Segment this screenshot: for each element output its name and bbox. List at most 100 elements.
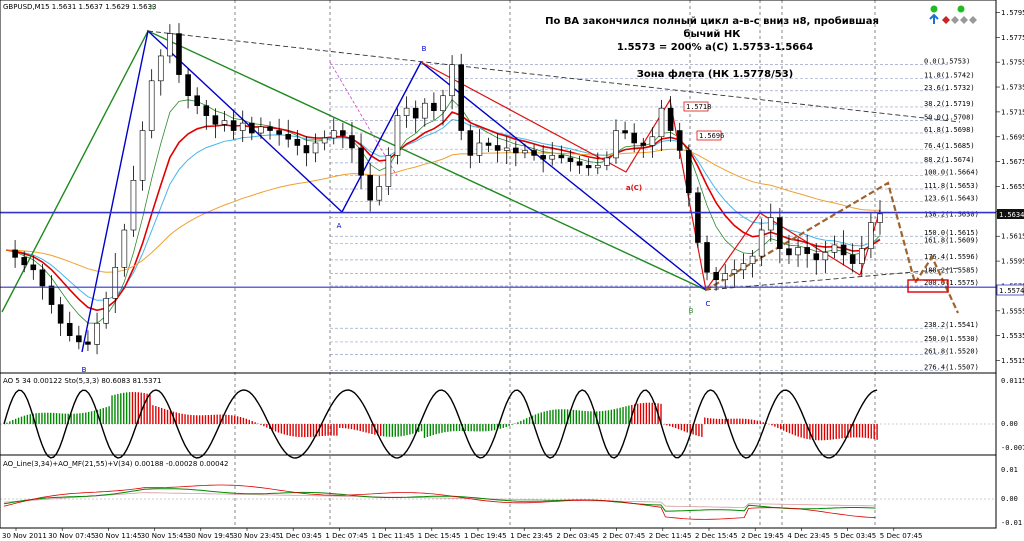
candle-body bbox=[376, 186, 383, 201]
fib-label: 276.4(1.5507) bbox=[924, 364, 979, 372]
time-axis-label: 4 Dec 23:45 bbox=[787, 532, 830, 540]
candle-body bbox=[758, 229, 765, 257]
candle-body bbox=[667, 107, 674, 131]
wave-label: a(C) bbox=[626, 184, 642, 192]
annotation-line-1: По BA закончился полный цикл а-в-с вниз … bbox=[545, 15, 879, 27]
annotation-line-3: 1.5573 = 200% a(C) 1.5753-1.5664 bbox=[617, 42, 813, 53]
wave-label: B bbox=[689, 307, 694, 315]
time-axis-label: 2 Dec 11:45 bbox=[649, 532, 692, 540]
candle-body bbox=[39, 269, 46, 287]
time-axis-label: 1 Dec 19:45 bbox=[464, 532, 507, 540]
fib-label: 138.2(1.5630) bbox=[924, 211, 979, 219]
candle-body bbox=[467, 130, 474, 156]
candle-body bbox=[212, 115, 219, 125]
candle-body bbox=[558, 155, 565, 159]
wave-label: A bbox=[337, 222, 342, 230]
fib-label: 161.8(1.5609) bbox=[924, 237, 979, 245]
time-axis-label: 30 Nov 19:45 bbox=[187, 532, 234, 540]
candle-body bbox=[167, 33, 173, 57]
level-highlight-box bbox=[907, 279, 949, 293]
ma-orange-line bbox=[5, 148, 881, 273]
candle-body bbox=[385, 155, 392, 187]
candle-body bbox=[367, 175, 373, 201]
candle-body bbox=[285, 133, 292, 140]
annotation-line-2: бычий НК bbox=[684, 28, 742, 40]
price-axis-label: 1.5755 bbox=[1001, 59, 1024, 67]
fib-label: 261.8(1.5520) bbox=[924, 347, 979, 355]
price-axis-label: 1.5715 bbox=[1001, 108, 1024, 116]
candle-body bbox=[249, 122, 255, 134]
candle-body bbox=[513, 147, 519, 154]
ao-line-axis-label: -0.01 bbox=[1001, 519, 1022, 527]
candle-body bbox=[640, 142, 647, 146]
candle-body bbox=[540, 155, 546, 160]
candle-body bbox=[822, 252, 829, 261]
candle-body bbox=[576, 161, 583, 166]
time-axis-label: 1 Dec 15:45 bbox=[418, 532, 461, 540]
fib-label: 0.0(1.5753) bbox=[924, 58, 970, 66]
projection-path bbox=[705, 181, 959, 314]
fib-label: 250.0(1.5530) bbox=[924, 335, 979, 343]
trendline-lower bbox=[705, 267, 961, 291]
candle-body bbox=[767, 217, 774, 231]
candle-body bbox=[276, 130, 282, 135]
candle-body bbox=[831, 244, 838, 253]
time-axis-label: 1 Dec 03:45 bbox=[279, 532, 322, 540]
candle-body bbox=[103, 298, 109, 324]
candle-body bbox=[649, 136, 656, 146]
candle-body bbox=[203, 105, 210, 116]
fib-label: 200.0(1.5575) bbox=[924, 279, 979, 287]
current-price-box bbox=[997, 209, 1024, 219]
candle-body bbox=[494, 145, 501, 151]
time-axis-label: 2 Dec 15:45 bbox=[695, 532, 738, 540]
candle-body bbox=[522, 150, 528, 154]
time-axis-label: 5 Dec 07:45 bbox=[880, 532, 923, 540]
price-box-2 bbox=[696, 130, 722, 141]
candle-body bbox=[12, 249, 18, 258]
candle-body bbox=[176, 33, 182, 75]
candle-body bbox=[303, 145, 310, 154]
price-axis-label: 1.5515 bbox=[1001, 357, 1024, 365]
ao-mf-line bbox=[3, 492, 876, 509]
candle-body bbox=[148, 80, 155, 131]
ao-line-panel-header: AO_Line(3,34)+AO_MF(21,55)+V(34) 0.00188… bbox=[3, 460, 228, 468]
candle-body bbox=[230, 120, 237, 131]
candle-body bbox=[485, 142, 492, 146]
green-dot-icon[interactable] bbox=[930, 5, 938, 13]
price-axis-label: 1.5595 bbox=[1001, 258, 1024, 266]
time-axis-label: 2 Dec 19:45 bbox=[741, 532, 784, 540]
price-axis-label: 1.5555 bbox=[1001, 307, 1024, 315]
time-axis-label: 5 Dec 03:45 bbox=[834, 532, 877, 540]
candle-body bbox=[858, 248, 865, 264]
price-axis-label: 1.5655 bbox=[1001, 183, 1024, 191]
diamond-icon[interactable] bbox=[942, 16, 977, 24]
ao-line-axis-label: 0.01 bbox=[1001, 466, 1018, 474]
candle-body bbox=[21, 257, 28, 266]
candle-body bbox=[740, 263, 747, 271]
ao-axis-label: 0.01157 bbox=[1001, 377, 1024, 385]
price-box-2-label: 1.5696 bbox=[699, 132, 724, 140]
price-axis-label: 1.5615 bbox=[1001, 233, 1024, 241]
wave-label: C bbox=[706, 300, 711, 308]
green-dot-icon[interactable] bbox=[957, 5, 965, 13]
ao-line-panel-frame bbox=[0, 454, 997, 529]
wave-label: B bbox=[422, 45, 427, 53]
candle-body bbox=[613, 130, 619, 159]
fib-label: 150.0(1.5615) bbox=[924, 229, 979, 237]
candle-body bbox=[676, 130, 683, 151]
wave-label: B bbox=[82, 366, 87, 374]
candle-body bbox=[849, 254, 856, 264]
ao-panel-header: AO 5 34 0.00122 Sto(5,3,3) 80.6083 81.53… bbox=[3, 377, 161, 385]
price-axis-label: 1.5775 bbox=[1001, 34, 1024, 42]
candle-body bbox=[403, 107, 410, 116]
candle-body bbox=[777, 217, 783, 249]
time-axis-label: 2 Dec 03:45 bbox=[556, 532, 599, 540]
candle-body bbox=[503, 147, 510, 151]
candle-body bbox=[312, 142, 319, 154]
up-arrow-icon[interactable] bbox=[929, 13, 939, 24]
candle-body bbox=[267, 126, 273, 131]
ma-blue-line bbox=[5, 118, 881, 301]
candle-body bbox=[94, 322, 100, 345]
